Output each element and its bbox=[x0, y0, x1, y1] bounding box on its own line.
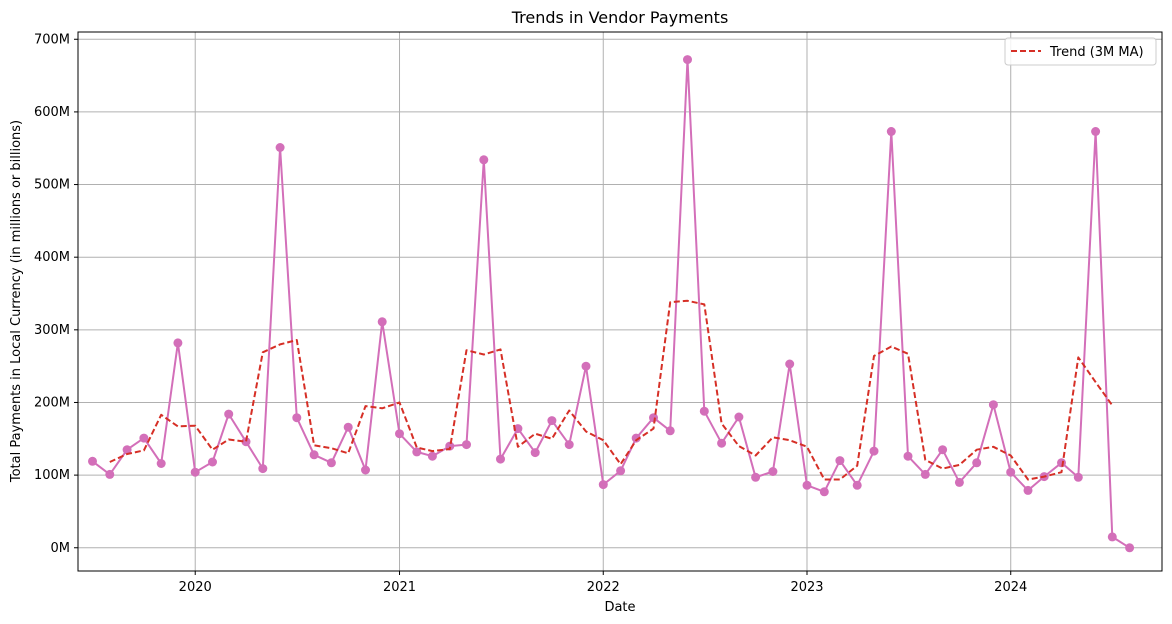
series-layer bbox=[88, 55, 1135, 553]
data-point bbox=[258, 464, 268, 474]
plot-frame bbox=[77, 31, 1163, 572]
data-point bbox=[190, 467, 200, 477]
y-tick-label: 200M bbox=[34, 395, 70, 410]
data-point bbox=[631, 433, 641, 443]
data-point bbox=[683, 55, 692, 65]
data-point bbox=[886, 127, 896, 136]
data-point bbox=[377, 317, 387, 327]
trend-line bbox=[109, 299, 1114, 481]
data-point bbox=[581, 361, 591, 371]
data-point bbox=[105, 469, 115, 479]
data-point bbox=[275, 143, 285, 152]
data-point bbox=[1091, 127, 1101, 136]
data-point bbox=[479, 155, 489, 165]
grid bbox=[78, 32, 1162, 571]
data-point bbox=[903, 451, 913, 461]
x-tick-label: 2021 bbox=[383, 580, 416, 595]
data-point bbox=[513, 424, 523, 434]
data-point bbox=[530, 448, 540, 458]
data-point bbox=[665, 426, 675, 436]
data-point bbox=[819, 487, 829, 497]
data-point bbox=[616, 466, 626, 476]
data-point bbox=[751, 472, 761, 482]
data-point bbox=[802, 480, 812, 490]
data-point bbox=[954, 477, 964, 487]
data-point bbox=[1057, 458, 1066, 468]
y-tick-label: 400M bbox=[34, 250, 70, 265]
data-point bbox=[173, 338, 183, 348]
data-point bbox=[785, 359, 795, 369]
data-point bbox=[734, 412, 744, 422]
data-point bbox=[938, 445, 948, 455]
data-point bbox=[768, 467, 778, 476]
x-tick-label: 2024 bbox=[994, 580, 1027, 595]
data-point bbox=[547, 416, 557, 426]
data-point bbox=[224, 409, 234, 419]
data-point bbox=[1107, 532, 1117, 542]
y-tick-label: 500M bbox=[34, 178, 70, 193]
data-point bbox=[395, 429, 404, 439]
x-tick-label: 2020 bbox=[179, 580, 212, 595]
x-tick-label: 2023 bbox=[790, 580, 823, 595]
y-tick-label: 0M bbox=[51, 541, 71, 556]
data-point bbox=[988, 400, 998, 410]
data-point bbox=[139, 433, 149, 443]
x-axis-title: Date bbox=[604, 600, 635, 615]
data-point bbox=[361, 465, 370, 475]
data-point bbox=[427, 451, 437, 461]
y-tick-label: 300M bbox=[34, 323, 70, 338]
data-point bbox=[496, 454, 505, 464]
data-point bbox=[156, 459, 166, 468]
legend-label-trend: Trend (3M MA) bbox=[1049, 45, 1144, 60]
y-axis: 0M 100M 200M 300M 400M 500M 600M 700M bbox=[34, 32, 78, 556]
data-point bbox=[208, 457, 217, 467]
payments-line bbox=[91, 58, 1131, 549]
x-axis: 2020 2021 2022 2023 2024 bbox=[179, 571, 1027, 595]
y-tick-label: 100M bbox=[34, 468, 70, 483]
y-tick-label: 700M bbox=[34, 32, 70, 47]
data-point bbox=[292, 413, 302, 423]
data-point bbox=[835, 456, 845, 466]
x-tick-label: 2022 bbox=[587, 580, 620, 595]
y-tick-label: 600M bbox=[34, 105, 70, 120]
data-point bbox=[920, 469, 930, 479]
data-point bbox=[1073, 472, 1083, 482]
data-point bbox=[122, 445, 132, 455]
legend: Trend (3M MA) bbox=[1004, 37, 1157, 66]
data-point bbox=[343, 422, 353, 432]
data-point bbox=[1125, 543, 1135, 553]
data-point bbox=[326, 458, 336, 468]
data-point bbox=[88, 456, 97, 466]
data-point bbox=[309, 450, 319, 460]
data-point bbox=[241, 437, 251, 447]
data-point bbox=[1006, 467, 1016, 477]
data-point bbox=[564, 440, 574, 450]
data-point bbox=[852, 480, 862, 490]
chart-title: Trends in Vendor Payments bbox=[511, 8, 729, 27]
data-point bbox=[598, 480, 608, 490]
data-point bbox=[1023, 485, 1033, 495]
data-point bbox=[717, 438, 727, 448]
y-axis-title: Total Payments in Local Currency (in mil… bbox=[9, 120, 24, 483]
data-point bbox=[412, 447, 422, 457]
legend-box bbox=[1004, 37, 1157, 66]
data-point bbox=[972, 458, 982, 468]
data-point bbox=[699, 406, 709, 416]
data-point bbox=[462, 440, 471, 450]
data-point bbox=[649, 413, 658, 423]
data-point bbox=[869, 446, 879, 456]
